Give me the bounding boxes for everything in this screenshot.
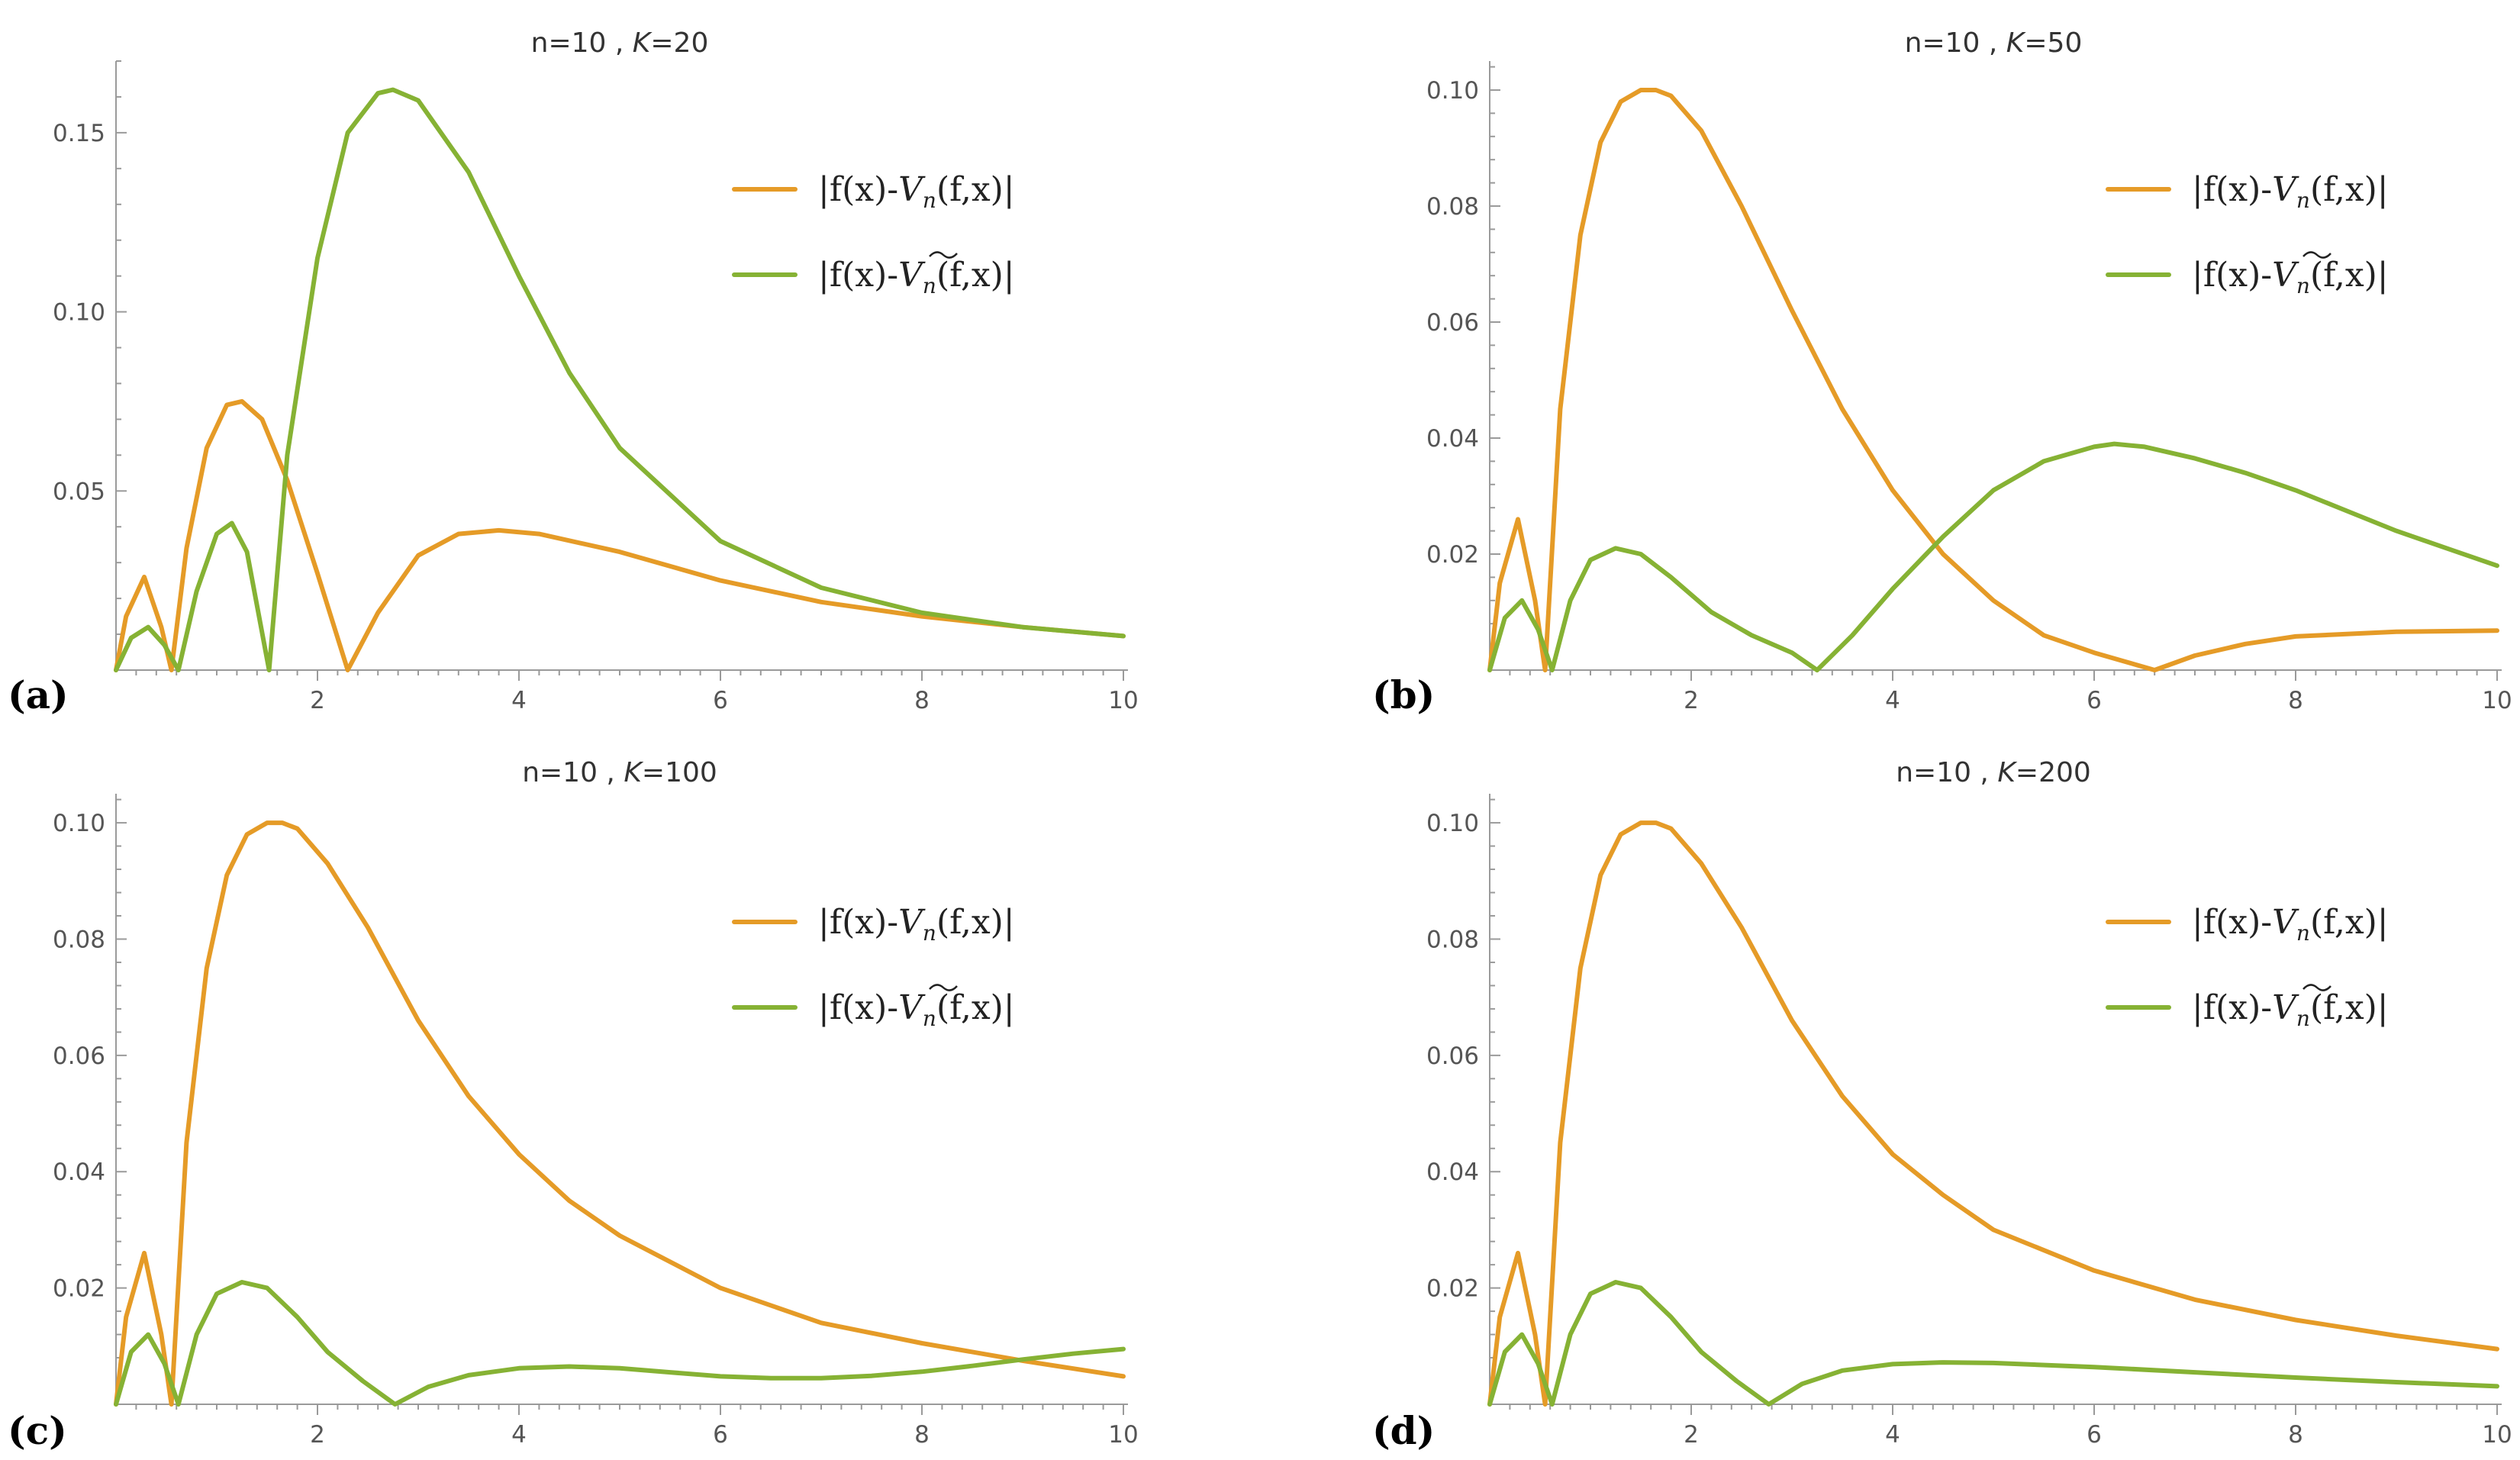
series-line-v-tilde	[114, 87, 1126, 672]
legend-item-v: |f(x)-Vn(f,x)|	[732, 903, 1015, 946]
x-tick-label: 10	[1108, 1421, 1138, 1449]
chart-title: n=10 , K=200	[1896, 757, 2091, 788]
x-tick-label: 2	[1684, 1421, 1699, 1449]
y-tick-label: 0.02	[1426, 541, 1479, 569]
series-line-v	[1487, 88, 2499, 672]
x-tick-label: 4	[1885, 687, 1900, 714]
y-tick-label: 0.02	[53, 1275, 105, 1303]
y-tick-label: 0.04	[53, 1159, 105, 1186]
legend-item-v-tilde: |f(x)-Vn(f,x)|	[2106, 251, 2389, 298]
x-tick-label: 4	[511, 687, 527, 714]
legend-label: |f(x)-Vn(f,x)|	[2192, 256, 2389, 298]
legend-label: |f(x)-Vn(f,x)|	[2192, 170, 2389, 213]
x-tick-label: 2	[1684, 687, 1699, 714]
legend-label: |f(x)-Vn(f,x)|	[2192, 903, 2389, 946]
panel-label: (c)	[8, 1408, 67, 1453]
panel-label: (a)	[8, 672, 69, 717]
chart-panel-2: 2 4 6 8 10 0.02 0.04 0.06 0.08 0.10 n=10 , K=50 |f(…	[1372, 27, 2512, 717]
y-tick-label: 0.15	[53, 120, 105, 147]
series-line-v	[1487, 820, 2499, 1407]
legend-item-v: |f(x)-Vn(f,x)|	[2106, 903, 2389, 946]
x-tick-label: 10	[2482, 687, 2512, 714]
x-tick-label: 2	[310, 687, 325, 714]
legend-item-v: |f(x)-Vn(f,x)|	[732, 170, 1015, 213]
x-tick-label: 6	[713, 1421, 728, 1449]
y-tick-label: 0.06	[53, 1043, 105, 1070]
y-tick-label: 0.08	[53, 926, 105, 953]
legend-label: |f(x)-Vn(f,x)|	[818, 903, 1015, 946]
tilde-accent	[2302, 984, 2331, 991]
x-tick-label: 6	[713, 687, 728, 714]
y-tick-label: 0.10	[53, 299, 105, 327]
series-line-v-tilde	[1487, 441, 2499, 672]
panel-label: (b)	[1372, 672, 1435, 717]
chart-title: n=10 , K=50	[1905, 27, 2083, 59]
y-tick-label: 0.10	[1426, 77, 1479, 105]
legend-label: |f(x)-Vn(f,x)|	[818, 170, 1015, 213]
chart-panel-3: 2 4 6 8 10 0.02 0.04 0.06 0.08 0.10 n=10 , K=100 |f…	[8, 757, 1139, 1453]
legend-label: |f(x)-Vn(f,x)|	[818, 256, 1015, 298]
chart-panel-4: 2 4 6 8 10 0.02 0.04 0.06 0.08 0.10 n=10 , K=200 |f…	[1372, 757, 2512, 1453]
y-tick-label: 0.08	[1426, 926, 1479, 953]
legend-label: |f(x)-Vn(f,x)|	[818, 988, 1015, 1031]
x-tick-label: 4	[1885, 1421, 1900, 1449]
x-tick-label: 6	[2087, 1421, 2102, 1449]
legend-item-v-tilde: |f(x)-Vn(f,x)|	[732, 984, 1015, 1031]
series-line-v-tilde	[114, 1280, 1126, 1407]
legend-item-v-tilde: |f(x)-Vn(f,x)|	[732, 251, 1015, 298]
y-tick-label: 0.05	[53, 478, 105, 505]
x-tick-label: 8	[2288, 687, 2303, 714]
x-tick-label: 10	[1108, 687, 1138, 714]
series-line-v	[114, 820, 1126, 1407]
tilde-accent	[929, 251, 958, 259]
x-tick-label: 4	[511, 1421, 527, 1449]
series-line-v	[114, 398, 1126, 672]
x-tick-label: 8	[914, 687, 930, 714]
x-tick-label: 8	[914, 1421, 930, 1449]
legend-item-v-tilde: |f(x)-Vn(f,x)|	[2106, 984, 2389, 1031]
y-tick-label: 0.06	[1426, 309, 1479, 337]
legend-label: |f(x)-Vn(f,x)|	[2192, 988, 2389, 1031]
x-tick-label: 6	[2087, 687, 2102, 714]
y-tick-label: 0.10	[1426, 810, 1479, 837]
y-tick-label: 0.10	[53, 810, 105, 837]
x-tick-label: 2	[310, 1421, 325, 1449]
chart-title: n=10 , K=20	[531, 27, 709, 59]
y-tick-label: 0.08	[1426, 193, 1479, 221]
x-tick-label: 10	[2482, 1421, 2512, 1449]
tilde-accent	[2302, 251, 2331, 259]
series-line-v-tilde	[1487, 1280, 2499, 1407]
y-tick-label: 0.06	[1426, 1043, 1479, 1070]
chart-panel-1: 2 4 6 8 10 0.05 0.10 0.15 n=10 , K=20 |f(x)-Vn(f,…	[8, 27, 1139, 717]
y-tick-label: 0.04	[1426, 1159, 1479, 1186]
legend-item-v: |f(x)-Vn(f,x)|	[2106, 170, 2389, 213]
x-tick-label: 8	[2288, 1421, 2303, 1449]
panel-label: (d)	[1372, 1408, 1435, 1453]
y-tick-label: 0.02	[1426, 1275, 1479, 1303]
tilde-accent	[929, 984, 958, 991]
chart-title: n=10 , K=100	[522, 757, 717, 788]
y-tick-label: 0.04	[1426, 425, 1479, 453]
